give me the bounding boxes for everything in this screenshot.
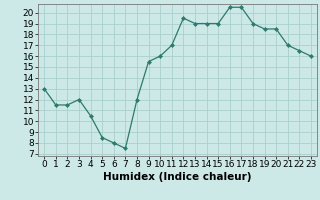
X-axis label: Humidex (Indice chaleur): Humidex (Indice chaleur) xyxy=(103,172,252,182)
